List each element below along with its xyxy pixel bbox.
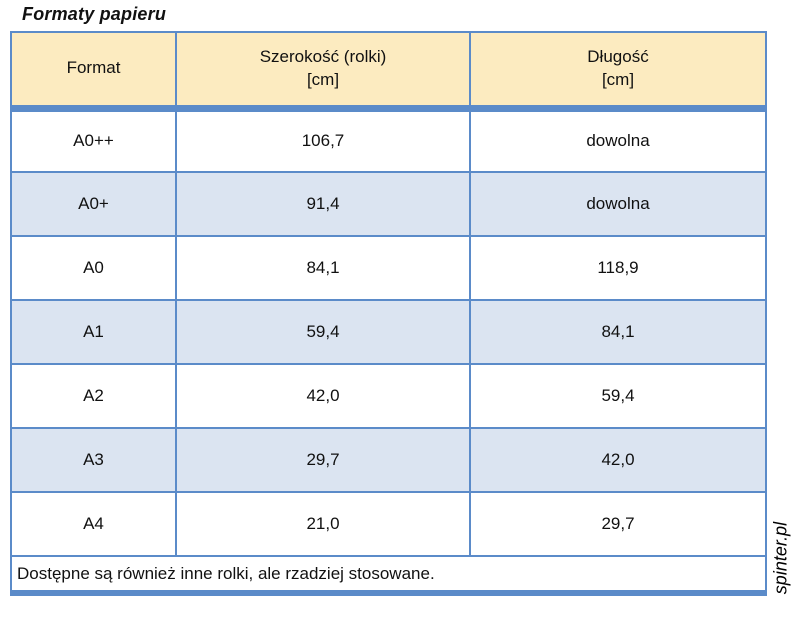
width-cell: 91,4 — [175, 171, 471, 237]
length-cell: 59,4 — [469, 363, 767, 429]
width-cell: 84,1 — [175, 235, 471, 301]
table-row: A0+ 91,4 dowolna — [10, 171, 767, 237]
footnote: Dostępne są również inne rolki, ale rzad… — [10, 555, 767, 596]
length-cell: 84,1 — [469, 299, 767, 365]
format-cell: A3 — [10, 427, 177, 493]
width-cell: 106,7 — [175, 107, 471, 173]
width-cell: 42,0 — [175, 363, 471, 429]
length-cell: 42,0 — [469, 427, 767, 493]
format-cell: A4 — [10, 491, 177, 557]
width-cell: 59,4 — [175, 299, 471, 365]
table-row: A0++ 106,7 dowolna — [10, 107, 767, 173]
table-row: A0 84,1 118,9 — [10, 235, 767, 301]
table-row: A2 42,0 59,4 — [10, 363, 767, 429]
format-cell: A1 — [10, 299, 177, 365]
width-cell: 21,0 — [175, 491, 471, 557]
table-row: A4 21,0 29,7 — [10, 491, 767, 557]
footnote-row: Dostępne są również inne rolki, ale rzad… — [10, 555, 767, 596]
column-header-length: Długość [cm] — [469, 31, 767, 112]
page-title: Formaty papieru — [22, 4, 167, 24]
watermark-text: spinter.pl — [770, 521, 791, 595]
format-cell: A0+ — [10, 171, 177, 237]
paper-formats-table: Format Szerokość (rolki) [cm] Długość [c… — [10, 31, 767, 596]
table-row: A3 29,7 42,0 — [10, 427, 767, 493]
format-cell: A0++ — [10, 107, 177, 173]
length-cell: dowolna — [469, 171, 767, 237]
format-cell: A2 — [10, 363, 177, 429]
width-cell: 29,7 — [175, 427, 471, 493]
length-cell: 118,9 — [469, 235, 767, 301]
length-cell: 29,7 — [469, 491, 767, 557]
column-header-width: Szerokość (rolki) [cm] — [175, 31, 471, 112]
header-row: Format Szerokość (rolki) [cm] Długość [c… — [10, 31, 767, 112]
format-cell: A0 — [10, 235, 177, 301]
length-cell: dowolna — [469, 107, 767, 173]
table-row: A1 59,4 84,1 — [10, 299, 767, 365]
column-header-format: Format — [10, 31, 177, 112]
